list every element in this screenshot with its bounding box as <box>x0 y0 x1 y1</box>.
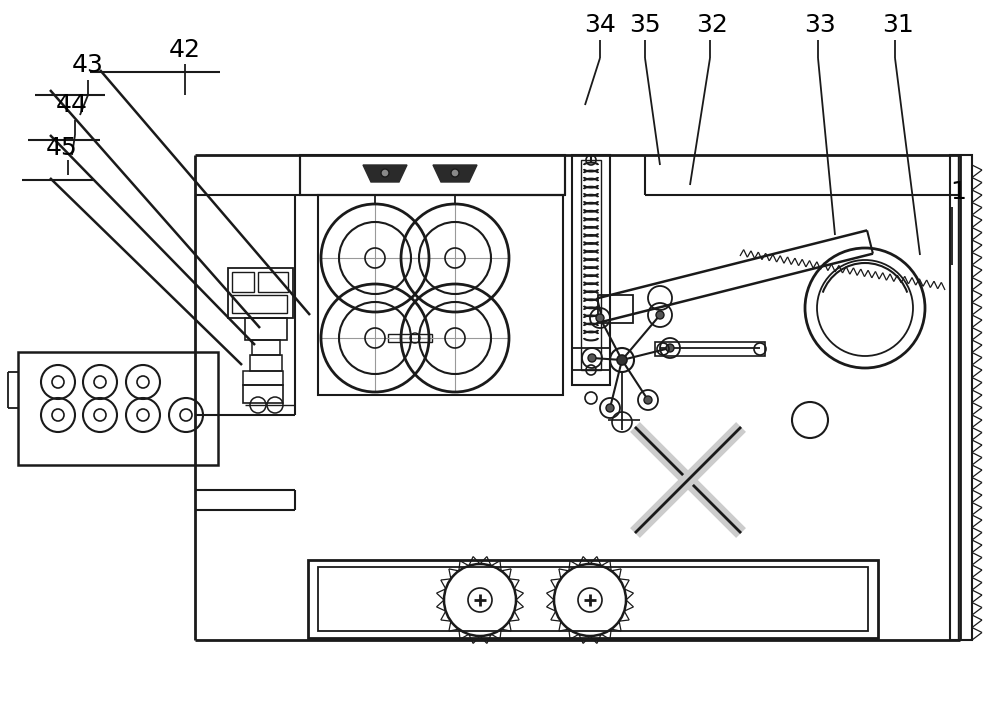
Bar <box>250 355 282 371</box>
Bar <box>300 155 565 195</box>
Text: 45: 45 <box>46 136 78 160</box>
Text: 32: 32 <box>696 13 728 37</box>
Bar <box>18 352 218 465</box>
Bar <box>572 155 610 385</box>
Bar <box>598 295 633 323</box>
Bar <box>572 348 610 370</box>
Bar <box>388 334 432 342</box>
Bar <box>228 268 293 318</box>
Text: 44: 44 <box>56 93 88 117</box>
Circle shape <box>656 311 664 319</box>
Bar <box>232 272 254 292</box>
Circle shape <box>451 169 459 177</box>
Circle shape <box>606 404 614 412</box>
Circle shape <box>644 396 652 404</box>
Text: 35: 35 <box>629 13 661 37</box>
Bar <box>243 385 283 403</box>
Text: 34: 34 <box>584 13 616 37</box>
Circle shape <box>381 169 389 177</box>
Circle shape <box>596 314 604 322</box>
Bar <box>318 195 563 395</box>
Bar <box>655 342 765 356</box>
Circle shape <box>588 354 596 362</box>
Bar <box>308 560 878 638</box>
Bar <box>252 340 280 355</box>
Text: 43: 43 <box>72 53 104 77</box>
Polygon shape <box>433 165 477 182</box>
Bar <box>232 295 287 313</box>
Text: 31: 31 <box>882 13 914 37</box>
Circle shape <box>666 344 674 352</box>
Bar <box>258 272 288 292</box>
Bar <box>581 160 601 370</box>
Text: 42: 42 <box>169 38 201 62</box>
Text: 33: 33 <box>804 13 836 37</box>
Polygon shape <box>363 165 407 182</box>
Bar <box>245 318 287 340</box>
Text: 1: 1 <box>950 180 966 204</box>
Bar <box>243 371 283 385</box>
Circle shape <box>617 355 627 365</box>
Bar <box>318 567 868 631</box>
Bar <box>950 155 972 640</box>
